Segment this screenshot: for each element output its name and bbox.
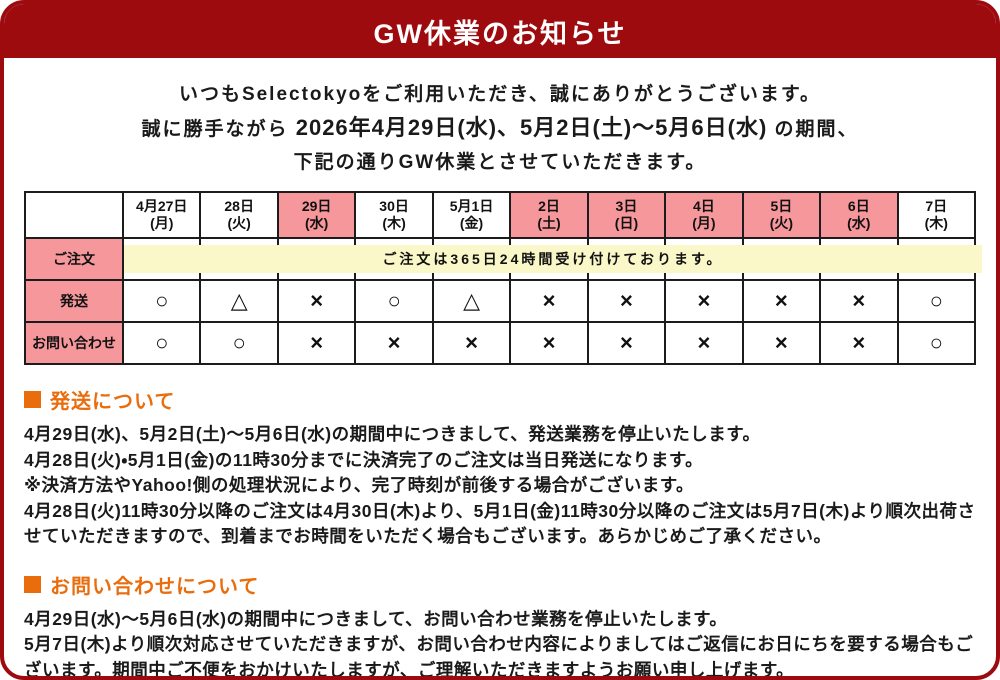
status-symbol-cell: ○: [199, 321, 279, 365]
section-paragraph: 4月28日(火)11時30分以降のご注文は4月30日(木)より、5月1日(金)1…: [24, 500, 976, 547]
status-symbol-cell: ×: [354, 321, 434, 365]
status-symbol-cell: △: [199, 279, 279, 323]
order-availability-band: ご注文は365日24時間受け付けております。: [124, 245, 982, 273]
date-col-header: 4月27日 (月): [121, 191, 202, 239]
section-heading-label: お問い合わせについて: [50, 575, 260, 598]
status-symbol-cell: ○: [121, 279, 202, 323]
corner-cell: [24, 191, 124, 239]
date-col-header: 5日 (火): [741, 191, 822, 239]
status-symbol-cell: ×: [509, 321, 589, 365]
status-symbol-cell: ×: [664, 321, 744, 365]
status-symbol-cell: ×: [586, 279, 667, 323]
date-col-header: 28日 (火): [199, 191, 279, 239]
section-paragraph: 4月28日(火)・5月1日(金)の11時30分までに決済完了のご注文は当日発送に…: [24, 449, 704, 470]
section-paragraph: 5月7日(木)より順次対応させていただきますが、お問い合わせ内容によりましてはご…: [24, 634, 974, 680]
section-heading-label: 発送について: [50, 391, 176, 413]
status-symbol-cell: ×: [586, 321, 667, 365]
section-paragraph: ※決済方法やYahoo!側の処理状況により、完了時刻が前後する場合がございます。: [24, 475, 695, 495]
intro-line-1: いつもSelectokyoをご利用いただき、誠にありがとうございます。: [178, 84, 822, 105]
intro-text: いつもSelectokyoをご利用いただき、誠にありがとうございます。 誠に勝手…: [24, 78, 976, 179]
status-symbol-cell: ×: [276, 279, 357, 323]
info-section: お問い合わせについて 4月29日(水)～5月6日(水)の期間中につきまして、お問…: [24, 570, 976, 680]
notice-header: GW休業のお知らせ: [4, 4, 996, 58]
section-paragraph: 4月29日(水)、5月2日(土)～5月6日(水)の期間中につきまして、発送業務を…: [24, 424, 761, 444]
holiday-date-range: 2026年4月29日(水)、5月2日(土)～5月6日(水): [295, 115, 768, 140]
date-col-header: 7日 (木): [896, 191, 977, 239]
date-col-header: 6日 (水): [819, 191, 899, 239]
status-symbol-cell: ○: [896, 279, 977, 323]
schedule-row: ご注文 ご注文は365日24時間受け付けております。: [24, 237, 982, 281]
square-bullet-icon: [24, 575, 41, 593]
info-section: 発送について 4月29日(水)、5月2日(土)～5月6日(水)の期間中につきまし…: [24, 385, 976, 550]
status-symbol-cell: ×: [819, 279, 899, 323]
status-symbol-cell: ×: [741, 279, 822, 323]
status-symbol-cell: ○: [896, 321, 977, 365]
intro-line-2: 誠に勝手ながら 2026年4月29日(水)、5月2日(土)～5月6日(水) の期…: [141, 115, 859, 140]
info-sections: 発送について 4月29日(水)、5月2日(土)～5月6日(水)の期間中につきまし…: [24, 385, 976, 680]
status-symbol-cell: ×: [819, 321, 899, 365]
row-label: 発送: [24, 279, 124, 323]
schedule-table: 4月27日 (月) 28日 (火) 29日 (水) 30日 (木) 5月1日 (金) 2日 (土) 3日…: [24, 191, 982, 365]
order-banner-cell: ご注文は365日24時間受け付けております。: [121, 237, 982, 281]
status-symbol-cell: ×: [741, 321, 822, 365]
status-symbol-cell: ○: [121, 321, 202, 365]
page-title: GW休業のお知らせ: [373, 18, 627, 49]
schedule-row: 発送 ○ △ × ○ △ × × × × × ○: [24, 279, 977, 323]
status-symbol-cell: ×: [664, 279, 744, 323]
section-paragraph: 4月29日(水)～5月6日(水)の期間中につきまして、お問い合わせ業務を停止いた…: [24, 608, 728, 629]
status-symbol-cell: △: [431, 279, 512, 323]
date-col-header: 29日 (水): [276, 191, 357, 239]
row-label: ご注文: [24, 237, 124, 281]
intro-line-3: 下記の通りGW休業とさせていただきます。: [293, 152, 707, 173]
section-heading: お問い合わせについて: [24, 570, 976, 599]
status-symbol-cell: ○: [354, 279, 434, 323]
date-col-header: 3日 (日): [586, 191, 667, 239]
notice-content: いつもSelectokyoをご利用いただき、誠にありがとうございます。 誠に勝手…: [4, 58, 996, 680]
date-col-header: 30日 (木): [354, 191, 434, 239]
date-col-header: 2日 (土): [509, 191, 589, 239]
status-symbol-cell: ×: [276, 321, 357, 365]
status-symbol-cell: ×: [509, 279, 589, 323]
row-label: お問い合わせ: [24, 321, 124, 365]
schedule-row: お問い合わせ ○ ○ × × × × × × × × ○: [24, 321, 977, 365]
square-bullet-icon: [24, 391, 41, 408]
date-col-header: 4日 (月): [664, 191, 744, 239]
date-col-header: 5月1日 (金): [431, 191, 512, 239]
section-heading: 発送について: [24, 385, 976, 414]
status-symbol-cell: ×: [431, 321, 512, 365]
